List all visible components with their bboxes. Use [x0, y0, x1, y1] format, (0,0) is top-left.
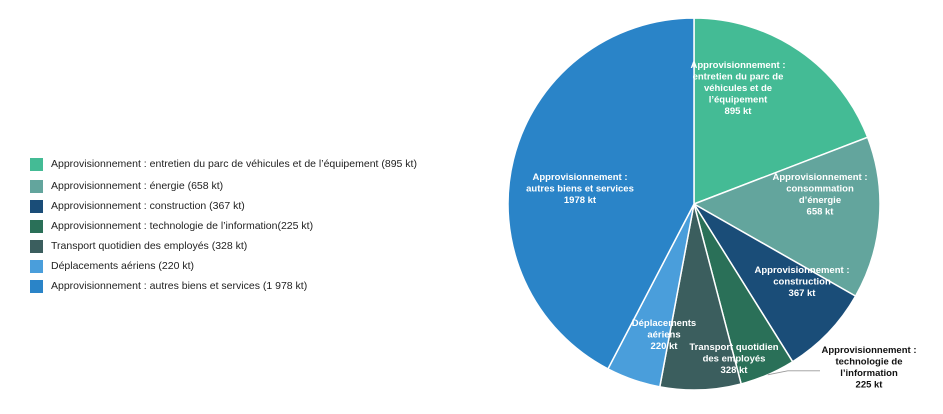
pie-slice [693, 203, 857, 363]
legend-item: Approvisionnement : énergie (658 kt) [30, 178, 417, 194]
legend-label: Approvisionnement : construction (367 kt… [51, 200, 245, 212]
pie-slice [507, 17, 695, 370]
legend-label: Transport quotidien des employés (328 kt… [51, 240, 248, 252]
slice-label: Approvisionnement : autres biens et servi… [526, 172, 634, 206]
legend-label: Approvisionnement : technologie de l’inf… [51, 220, 314, 232]
leader-line [767, 370, 820, 376]
legend-item: Approvisionnement : construction (367 kt… [30, 198, 417, 214]
chart-legend: Approvisionnement : entretien du parc de… [30, 156, 417, 298]
legend-item: Transport quotidien des employés (328 kt… [30, 238, 417, 254]
legend-label: Approvisionnement : énergie (658 kt) [51, 180, 224, 192]
slice-label: Approvisionnement : technologie de l’infor… [821, 345, 916, 391]
legend-item: Approvisionnement : technologie de l’inf… [30, 218, 417, 234]
slice-label: Transport quotidien des employés 328 kt [689, 342, 778, 376]
legend-swatch [30, 259, 43, 273]
legend-swatch [30, 219, 43, 233]
pie-slice [692, 136, 881, 298]
slice-label: Approvisionnement : entretien du parc de v… [690, 60, 785, 117]
legend-item: Approvisionnement : autres biens et serv… [30, 278, 417, 294]
legend-swatch [30, 199, 43, 213]
legend-swatch [30, 179, 43, 193]
slice-label: Approvisionnement : consommation d’énergie… [772, 172, 867, 218]
slice-label: Déplacements aériens 220 kt [632, 318, 696, 352]
legend-label: Approvisionnement : autres biens et serv… [51, 280, 308, 292]
pie-slice [693, 17, 869, 206]
legend-swatch [30, 279, 43, 293]
legend-label: Approvisionnement : entretien du parc de… [51, 158, 417, 170]
slice-label: Approvisionnement : construction 367 kt [754, 265, 849, 299]
legend-item: Déplacements aériens (220 kt) [30, 258, 417, 274]
legend-item: Approvisionnement : entretien du parc de… [30, 156, 417, 172]
legend-label: Déplacements aériens (220 kt) [51, 260, 194, 272]
legend-swatch [30, 239, 43, 253]
legend-swatch [30, 157, 43, 171]
